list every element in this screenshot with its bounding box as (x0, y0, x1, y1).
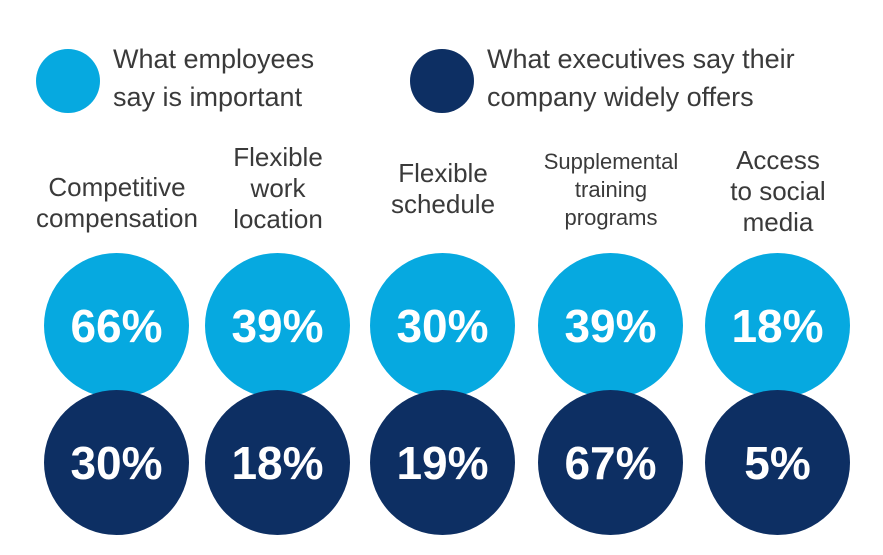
bubble-executives: 30% (44, 390, 189, 535)
category-label: Flexible work location (233, 142, 323, 234)
legend-label-executives: What executives say their company widely… (487, 44, 795, 112)
bubble-employees: 30% (370, 253, 515, 398)
legend-item-executives: What executives say their company widely… (410, 40, 850, 120)
bubble-employees: 66% (44, 253, 189, 398)
legend-swatch-executives (410, 49, 474, 113)
bubble-employees: 18% (705, 253, 850, 398)
bubble-employees: 39% (205, 253, 350, 398)
legend-swatch-employees (36, 49, 100, 113)
bubble-employees: 39% (538, 253, 683, 398)
bubble-executives: 18% (205, 390, 350, 535)
category-label: Flexible schedule (390, 158, 496, 219)
bubble-executives: 19% (370, 390, 515, 535)
legend-label-employees: What employees say is important (113, 44, 315, 112)
bubble-executives: 5% (705, 390, 850, 535)
legend-item-employees: What employees say is important (36, 40, 366, 120)
category-label: Access to social media (730, 145, 826, 237)
bubble-executives: 67% (538, 390, 683, 535)
category-label: Supplemental training programs (543, 149, 679, 230)
category-label: Competitive compensation (36, 172, 198, 233)
